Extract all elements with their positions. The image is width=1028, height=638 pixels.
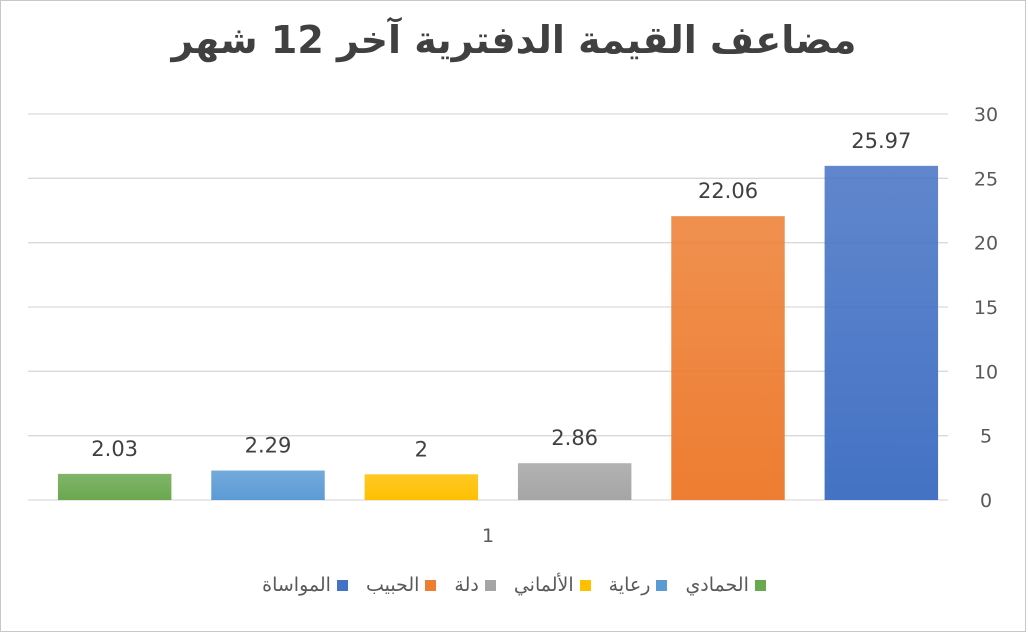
legend-swatch bbox=[656, 579, 668, 591]
gridlines bbox=[28, 113, 948, 501]
bars bbox=[57, 165, 939, 501]
x-axis-ticks: 1 bbox=[482, 525, 494, 547]
legend-item: رعاية bbox=[609, 574, 668, 596]
bar-1 bbox=[57, 473, 172, 500]
y-axis-ticks: 0 5 10 15 20 25 30 bbox=[974, 104, 998, 512]
legend: الحمادي رعاية الألماني دلة الحبيب المواساة bbox=[0, 574, 1028, 596]
legend-label: رعاية bbox=[608, 574, 651, 596]
legend-item: دلة bbox=[454, 574, 496, 596]
data-label: 2 bbox=[415, 437, 428, 461]
y-tick-label: 25 bbox=[974, 168, 998, 190]
legend-item: المواساة bbox=[262, 574, 348, 596]
bar-3 bbox=[364, 474, 479, 500]
chart-title: مضاعف القيمة الدفترية آخر 12 شهر bbox=[171, 18, 857, 62]
bar-2 bbox=[211, 470, 325, 500]
legend-label: الحبيب bbox=[365, 574, 420, 596]
y-tick-label: 0 bbox=[980, 490, 992, 512]
legend-label: الحمادي bbox=[685, 574, 749, 596]
x-tick-label: 1 bbox=[482, 525, 494, 547]
data-label: 25.97 bbox=[851, 129, 911, 153]
legend-swatch bbox=[484, 579, 496, 591]
y-tick-label: 15 bbox=[974, 297, 998, 319]
legend-swatch bbox=[754, 579, 766, 591]
bar-4 bbox=[517, 463, 632, 500]
legend-label: الألماني bbox=[513, 574, 574, 596]
y-tick-label: 20 bbox=[974, 233, 998, 255]
legend-item: الحبيب bbox=[365, 574, 437, 596]
bar-chart-plot: 2.03 2.29 2 2.86 22.06 25.97 0 5 10 15 20 25 30 1 bbox=[28, 104, 998, 547]
legend-label: المواساة bbox=[262, 574, 331, 596]
y-tick-label: 30 bbox=[974, 104, 998, 126]
legend-item: الألماني bbox=[514, 574, 591, 596]
legend-swatch bbox=[336, 579, 348, 591]
data-label: 2.03 bbox=[91, 437, 138, 461]
legend-item: الحمادي bbox=[685, 574, 766, 596]
y-tick-label: 5 bbox=[980, 426, 992, 448]
legend-swatch bbox=[579, 579, 591, 591]
bar-6 bbox=[824, 165, 939, 500]
y-tick-label: 10 bbox=[974, 361, 998, 383]
data-label: 22.06 bbox=[698, 179, 758, 203]
data-labels: 2.03 2.29 2 2.86 22.06 25.97 bbox=[91, 129, 911, 461]
data-label: 2.29 bbox=[245, 434, 292, 458]
legend-label: دلة bbox=[454, 574, 479, 596]
data-label: 2.86 bbox=[551, 426, 598, 450]
legend-swatch bbox=[425, 579, 437, 591]
bar-5 bbox=[671, 216, 785, 501]
